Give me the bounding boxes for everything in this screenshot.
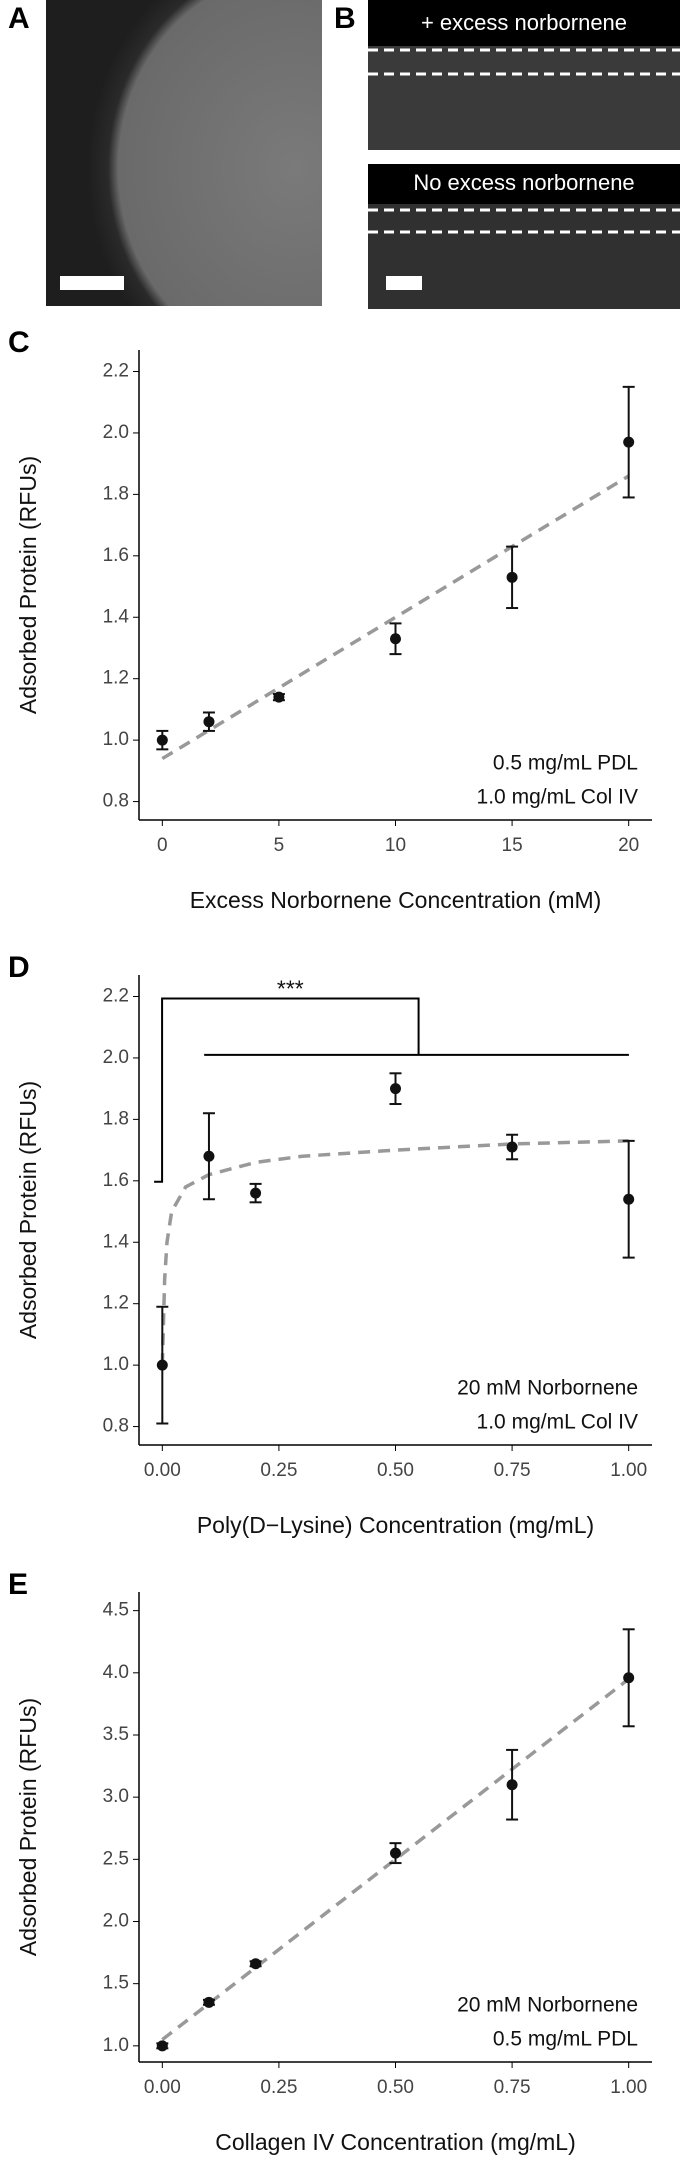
annotation: 1.0 mg/mL Col IV: [477, 786, 638, 809]
point: [156, 734, 168, 746]
x-tick-label: 0.25: [260, 2077, 297, 2098]
annotation: 0.5 mg/mL PDL: [493, 752, 638, 775]
panel-label: D: [8, 955, 30, 984]
y-tick-label: 3.0: [103, 1786, 129, 1807]
point: [203, 716, 215, 728]
x-tick-label: 20: [618, 835, 639, 856]
x-tick-label: 0.00: [144, 2077, 181, 2098]
y-tick-label: 1.8: [103, 483, 129, 504]
point: [390, 1083, 401, 1095]
fit-line: [160, 1139, 629, 1366]
annotation: 20 mM Norbornene: [457, 1377, 638, 1400]
point: [506, 1779, 518, 1791]
y-tick-label: 1.0: [103, 2035, 129, 2056]
point: [203, 1996, 215, 2008]
chart: E 1.0 1.5 2.0 2.5 3.0 3.5 4.0 4.5 0.00 0.25 0.50 0.7…: [8, 1572, 652, 2155]
panel-label: B: [334, 2, 356, 35]
significance-bracket: [154, 997, 420, 1183]
y-tick-label: 1.6: [103, 545, 129, 566]
y-tick-label: 2.2: [103, 986, 129, 1007]
point: [623, 1193, 635, 1205]
caption-bar: [368, 164, 680, 204]
y-tick-label: 0.8: [103, 791, 129, 812]
y-tick-label: 1.0: [103, 1354, 129, 1375]
scale-bar: [60, 276, 124, 290]
y-tick-label: 1.4: [103, 1231, 130, 1252]
y-axis-title: Adsorbed Protein (RFUs): [15, 1698, 41, 1956]
point: [273, 691, 285, 703]
significance-label: ***: [277, 976, 304, 1002]
panel-label: E: [8, 1572, 28, 1601]
caption: No excess norbornene: [413, 170, 634, 195]
micrograph: [46, 0, 322, 306]
point: [156, 1359, 168, 1371]
x-axis-title: Collagen IV Concentration (mg/mL): [215, 2129, 576, 2155]
point: [623, 1672, 635, 1684]
y-tick-label: 4.5: [103, 1600, 129, 1621]
point: [250, 1187, 262, 1199]
point: [203, 1150, 215, 1162]
x-tick-label: 0.25: [260, 1460, 297, 1481]
annotation: 0.5 mg/mL PDL: [493, 2028, 638, 2051]
annotation: 20 mM Norbornene: [457, 1994, 638, 2017]
y-tick-label: 2.0: [103, 422, 129, 443]
x-tick-label: 15: [502, 835, 523, 856]
annotation: 1.0 mg/mL Col IV: [477, 1411, 638, 1434]
chart: C 0.8 1.0 1.2 1.4 1.6 1.8 2.0 2.2 0 5 10 15 20 Excess …: [8, 330, 652, 913]
point: [250, 1958, 262, 1970]
x-tick-label: 0: [157, 835, 168, 856]
y-tick-label: 3.5: [103, 1724, 129, 1745]
point: [390, 1847, 401, 1859]
x-tick-label: 1.00: [610, 1460, 647, 1481]
y-tick-label: 2.0: [103, 1047, 129, 1068]
x-tick-label: 1.00: [610, 2077, 647, 2098]
y-tick-label: 1.0: [103, 729, 129, 750]
chart: D 0.8 1.0 1.2 1.4 1.6 1.8 2.0 2.2 0.00 0.25 0.50 0.7…: [8, 955, 652, 1538]
point: [390, 633, 401, 645]
y-tick-label: 2.0: [103, 1911, 129, 1932]
panel-label: C: [8, 330, 30, 359]
x-tick-label: 0.50: [377, 1460, 414, 1481]
y-tick-label: 1.8: [103, 1108, 129, 1129]
y-tick-label: 1.5: [103, 1973, 129, 1994]
x-tick-label: 0.75: [494, 2077, 531, 2098]
x-tick-label: 0.75: [494, 1460, 531, 1481]
y-tick-label: 4.0: [103, 1662, 129, 1683]
image-panels: A B + excess norbornene No excess norbor…: [8, 0, 680, 309]
x-tick-label: 0.50: [377, 2077, 414, 2098]
y-tick-label: 1.6: [103, 1170, 129, 1191]
x-tick-label: 0.00: [144, 1460, 181, 1481]
point: [506, 1141, 518, 1153]
caption: + excess norbornene: [421, 10, 627, 35]
panel-label: A: [8, 2, 30, 35]
x-tick-label: 10: [385, 835, 406, 856]
y-axis-title: Adsorbed Protein (RFUs): [15, 1081, 41, 1339]
x-axis-title: Poly(D−Lysine) Concentration (mg/mL): [197, 1512, 594, 1538]
point: [156, 2040, 168, 2052]
point: [623, 436, 635, 448]
y-tick-label: 2.2: [103, 361, 129, 382]
y-tick-label: 1.2: [103, 668, 129, 689]
y-tick-label: 2.5: [103, 1848, 129, 1869]
caption-bar: [368, 0, 680, 46]
fit-line: [161, 1677, 630, 2042]
x-tick-label: 5: [274, 835, 285, 856]
y-tick-label: 1.2: [103, 1293, 129, 1314]
fit-line: [161, 474, 630, 761]
y-axis-title: Adsorbed Protein (RFUs): [15, 456, 41, 714]
scale-bar: [386, 276, 422, 290]
y-tick-label: 0.8: [103, 1416, 129, 1437]
point: [506, 571, 518, 583]
x-axis-title: Excess Norbornene Concentration (mM): [190, 887, 602, 913]
y-tick-label: 1.4: [103, 606, 130, 627]
